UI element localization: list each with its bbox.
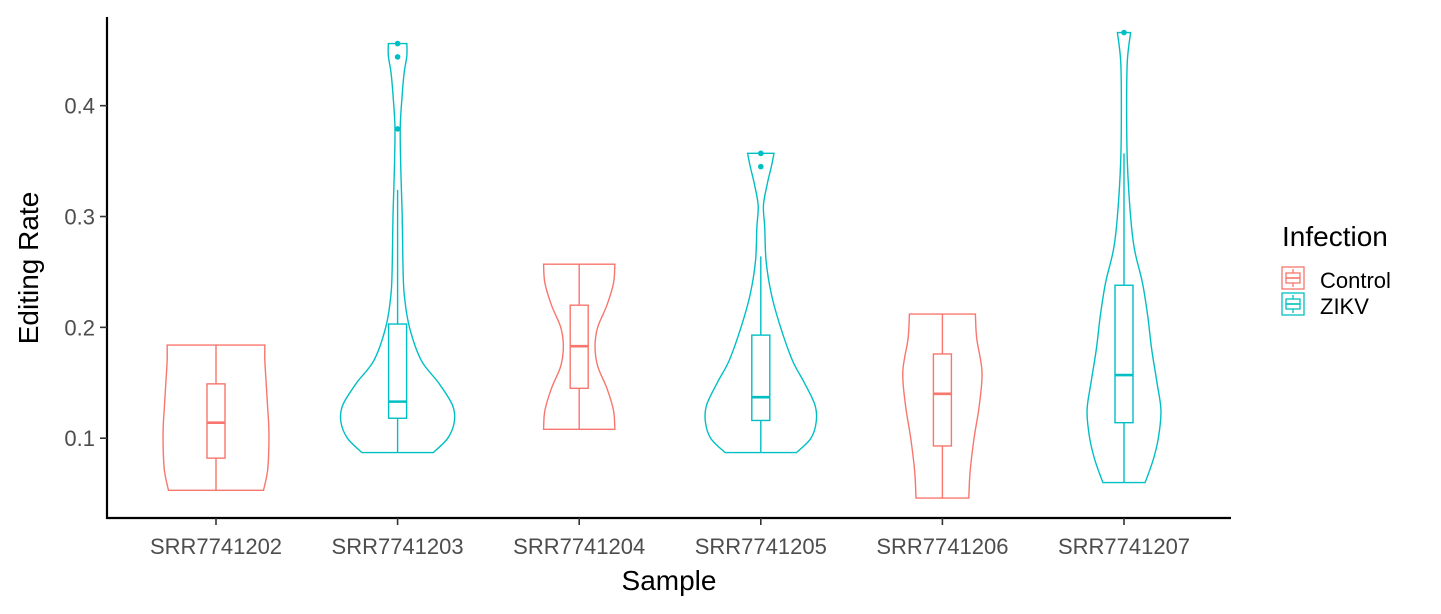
legend-label-zikv: ZIKV — [1320, 294, 1369, 319]
violin-group-srr7741202 — [162, 344, 270, 491]
violin-group-srr7741206 — [902, 313, 983, 499]
legend-item-control: Control — [1281, 266, 1391, 293]
violin-shape — [1086, 31, 1162, 484]
x-tick-label: SRR7741203 — [332, 534, 464, 559]
violin-group-srr7741203 — [339, 40, 456, 454]
x-tick-label: SRR7741207 — [1058, 534, 1190, 559]
axes: 0.1 0.2 0.3 0.4 SRR7741202 SRR7741203 SRR77412… — [64, 17, 1231, 559]
y-tick-label: 0.1 — [64, 426, 95, 451]
box — [1114, 284, 1134, 424]
legend-key-outline — [1281, 266, 1305, 290]
legend-key-outline — [1281, 292, 1305, 316]
outlier-point — [758, 163, 764, 170]
legend-label-control: Control — [1320, 268, 1391, 293]
y-axis-title: Editing Rate — [13, 192, 44, 345]
y-tick-label: 0.3 — [64, 205, 95, 230]
y-tick-label: 0.4 — [64, 94, 95, 119]
legend: Infection Control ZIKV — [1281, 221, 1391, 319]
legend-key-zikv — [1281, 292, 1305, 316]
box — [387, 323, 408, 419]
violin-group-srr7741207 — [1086, 29, 1162, 484]
plot-area — [162, 29, 1162, 499]
outlier-point — [394, 126, 401, 132]
legend-title: Infection — [1282, 221, 1388, 252]
x-axis-title: Sample — [622, 565, 717, 596]
violin-shape — [704, 152, 818, 454]
x-tick-label: SRR7741202 — [150, 534, 282, 559]
x-tick-label: SRR7741206 — [876, 534, 1008, 559]
outlier-point — [1121, 29, 1127, 36]
outlier-point — [394, 54, 401, 60]
violin-shape — [902, 313, 983, 499]
violin-group-srr7741205 — [704, 150, 818, 454]
violin-group-srr7741204 — [542, 263, 616, 431]
legend-item-zikv: ZIKV — [1281, 292, 1369, 319]
box — [932, 353, 953, 447]
outlier-point — [758, 150, 764, 157]
box — [751, 334, 771, 422]
legend-key-control — [1281, 266, 1305, 290]
x-tick-label: SRR7741204 — [513, 534, 645, 559]
violin-shape — [542, 263, 616, 431]
outlier-point — [394, 40, 401, 47]
box — [206, 383, 226, 459]
violin-shape — [339, 42, 456, 454]
y-tick-label: 0.2 — [64, 315, 95, 340]
violin-shape — [162, 344, 270, 491]
x-tick-label: SRR7741205 — [695, 534, 827, 559]
